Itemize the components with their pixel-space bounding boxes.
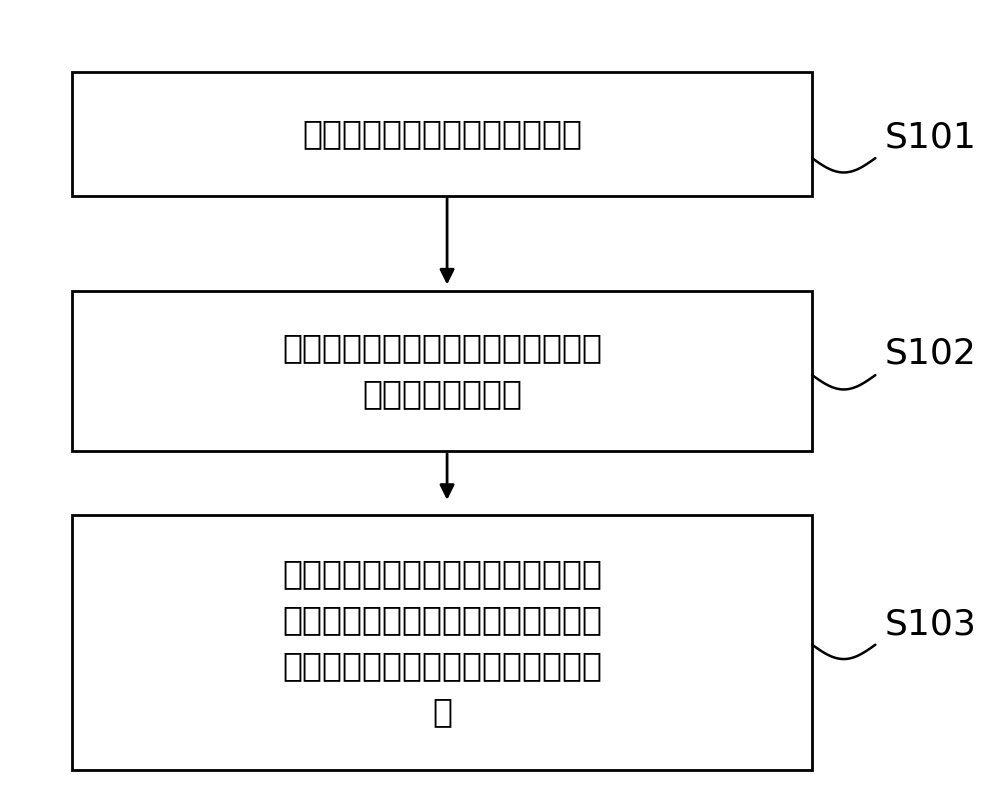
- Text: S101: S101: [885, 120, 977, 155]
- Bar: [72, 72, 812, 196]
- Text: 获取数据帧中通信协议的第一数据标
识和第一编码信息: 获取数据帧中通信协议的第一数据标 识和第一编码信息: [282, 331, 602, 410]
- Bar: [72, 291, 812, 451]
- Text: 采用协议转换层将第一数据标识转换
为电能表的第二数据标识，并将第一
编码信息转换为电能表的第二编码信
息: 采用协议转换层将第一数据标识转换 为电能表的第二数据标识，并将第一 编码信息转换…: [282, 557, 602, 728]
- Bar: [72, 515, 812, 770]
- Text: S103: S103: [885, 608, 977, 642]
- Text: 接收上级通信协议下发的数据帧: 接收上级通信协议下发的数据帧: [302, 118, 582, 150]
- Text: S102: S102: [885, 337, 977, 371]
